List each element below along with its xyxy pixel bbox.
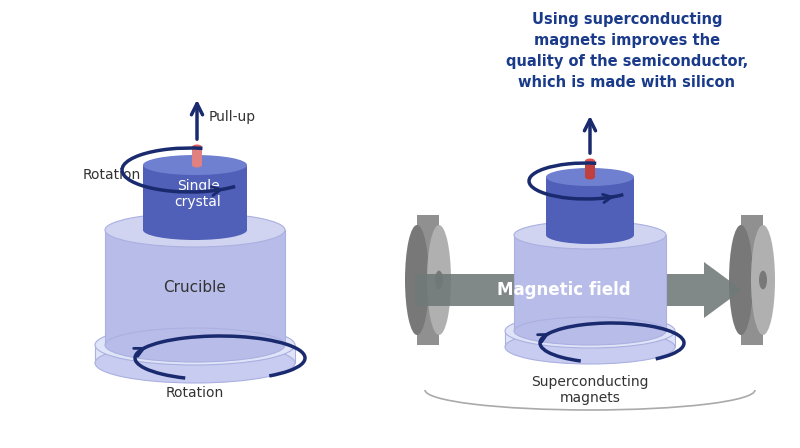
Text: Rotation: Rotation [166, 386, 224, 400]
Ellipse shape [759, 271, 767, 289]
FancyBboxPatch shape [514, 235, 666, 331]
Ellipse shape [514, 317, 666, 345]
Ellipse shape [143, 220, 247, 240]
Text: Rotation: Rotation [83, 168, 142, 182]
Ellipse shape [405, 225, 429, 335]
FancyBboxPatch shape [192, 147, 202, 165]
Ellipse shape [505, 314, 675, 348]
Ellipse shape [435, 271, 443, 289]
Ellipse shape [192, 145, 202, 150]
Ellipse shape [514, 221, 666, 249]
FancyBboxPatch shape [417, 215, 439, 345]
Text: Pull-up: Pull-up [209, 110, 256, 124]
Ellipse shape [95, 343, 295, 383]
Text: Magnetic field: Magnetic field [497, 281, 631, 299]
Ellipse shape [192, 163, 202, 168]
Ellipse shape [585, 159, 595, 164]
FancyBboxPatch shape [741, 215, 763, 345]
Ellipse shape [427, 225, 451, 335]
FancyBboxPatch shape [95, 345, 295, 363]
FancyBboxPatch shape [585, 161, 595, 177]
Ellipse shape [505, 330, 675, 364]
FancyBboxPatch shape [143, 165, 247, 230]
Ellipse shape [585, 175, 595, 180]
Text: Single
crystal: Single crystal [174, 179, 222, 209]
Ellipse shape [729, 225, 753, 335]
FancyBboxPatch shape [546, 177, 634, 235]
Ellipse shape [546, 226, 634, 244]
Ellipse shape [143, 155, 247, 175]
Text: Superconducting
magnets: Superconducting magnets [531, 375, 649, 405]
FancyBboxPatch shape [505, 331, 675, 347]
Polygon shape [415, 262, 742, 318]
Text: Crucible: Crucible [163, 280, 226, 295]
Ellipse shape [105, 213, 285, 247]
Ellipse shape [95, 325, 295, 365]
Ellipse shape [105, 328, 285, 362]
Ellipse shape [546, 168, 634, 186]
Ellipse shape [751, 225, 775, 335]
FancyBboxPatch shape [105, 230, 285, 345]
Text: Using superconducting
magnets improves the
quality of the semiconductor,
which i: Using superconducting magnets improves t… [506, 12, 748, 90]
